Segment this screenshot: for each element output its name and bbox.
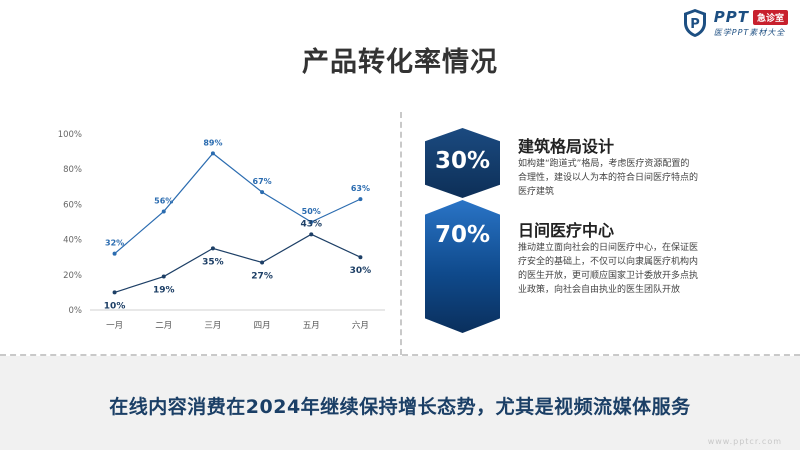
data-point: [309, 220, 314, 224]
conversion-line-chart: 0% 20% 40% 60% 80% 100% 一月 二月 三月 四月 五月 六月 32% 56% 89% 6…: [58, 130, 385, 331]
x-tick-label: 五月: [303, 321, 320, 331]
block-desc-1-line: 医疗建筑: [518, 187, 555, 197]
block-title-2: 日间医疗中心: [518, 221, 615, 240]
data-label: 50%: [302, 207, 321, 216]
block-desc-1-line: 如构建“跑道式”格局，考虑医疗资源配置的: [518, 159, 690, 169]
footer-banner: 在线内容消费在2024年继续保持增长态势，尤其是视频流媒体服务 www.pptc…: [0, 356, 800, 450]
data-point: [358, 197, 363, 202]
percent-hexagon-2: 70%: [425, 200, 500, 333]
data-label: 19%: [153, 286, 175, 296]
footer-text: 在线内容消费在2024年继续保持增长态势，尤其是视频流媒体服务: [109, 396, 691, 418]
series-line-2: [114, 233, 361, 293]
data-label: 30%: [350, 266, 372, 276]
block-desc-2-line: 推动建立面向社会的日间医疗中心，在保证医: [518, 243, 699, 253]
block-desc-1-line: 合理性，建设以人为本的符合日间医疗特点的: [518, 173, 699, 183]
horizontal-divider: [0, 354, 800, 356]
percent-value-1: 30%: [434, 148, 491, 174]
data-label: 27%: [251, 271, 273, 281]
data-label: 35%: [202, 257, 224, 267]
percent-hexagon-1: 30%: [425, 128, 500, 198]
data-label: 43%: [300, 219, 322, 229]
x-tick-label: 一月: [106, 321, 123, 331]
data-point: [210, 151, 215, 156]
y-tick-label: 20%: [63, 271, 82, 281]
page-title: 产品转化率情况: [302, 47, 498, 78]
logo-subtitle: 医学PPT素材大全: [713, 28, 786, 37]
data-label: 63%: [351, 184, 370, 193]
series-line-1: [114, 152, 361, 255]
data-label: 32%: [105, 239, 124, 248]
data-point: [112, 251, 117, 256]
data-point: [161, 209, 166, 214]
x-tick-label: 四月: [254, 321, 271, 331]
watermark: www.pptcr.com: [707, 437, 782, 446]
data-point: [112, 290, 117, 295]
y-tick-label: 40%: [63, 236, 82, 246]
data-label: 56%: [154, 196, 173, 205]
x-tick-label: 六月: [352, 320, 369, 331]
y-tick-label: 80%: [63, 165, 82, 175]
y-tick-label: 60%: [63, 200, 82, 210]
y-tick-label: 0%: [69, 306, 83, 316]
block-desc-2-line: 的医生开放，更可顺应国家卫计委放开多点执: [518, 271, 699, 281]
percent-value-2: 70%: [434, 222, 491, 248]
shield-icon: P: [683, 9, 706, 37]
data-point: [260, 190, 265, 195]
svg-text:P: P: [690, 17, 700, 32]
data-point: [210, 246, 215, 251]
x-tick-label: 二月: [155, 321, 172, 331]
data-label: 89%: [203, 138, 222, 147]
block-desc-2-line: 业政策，向社会自由执业的医生团队开放: [518, 285, 681, 295]
data-point: [161, 274, 166, 279]
x-tick-label: 三月: [204, 321, 221, 331]
block-desc-2-line: 疗安全的基础上，不仅可以向隶属医疗机构内: [518, 257, 699, 267]
data-label: 10%: [104, 301, 126, 311]
block-title-1: 建筑格局设计: [518, 137, 615, 156]
logo-ppt-text: PPT: [713, 8, 749, 26]
logo-badge: 急诊室: [752, 9, 788, 25]
data-point: [309, 232, 314, 237]
y-tick-label: 100%: [58, 130, 82, 140]
data-point: [260, 260, 265, 265]
vertical-divider: [400, 112, 402, 355]
block-desc-1: 如构建“跑道式”格局，考虑医疗资源配置的 合理性，建设以人为本的符合日间医疗特点…: [518, 157, 730, 199]
data-point: [358, 255, 363, 260]
block-desc-2: 推动建立面向社会的日间医疗中心，在保证医 疗安全的基础上，不仅可以向隶属医疗机构…: [518, 241, 730, 297]
brand-logo: P PPT 急诊室 医学PPT素材大全: [682, 6, 788, 40]
data-label: 67%: [253, 177, 272, 186]
